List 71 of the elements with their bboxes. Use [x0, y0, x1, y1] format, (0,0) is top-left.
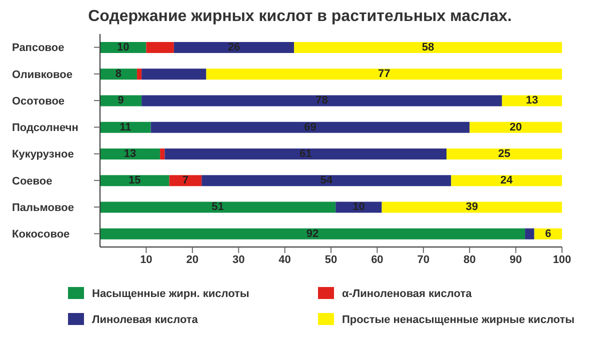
bar [470, 122, 562, 133]
bar [100, 68, 137, 80]
bar [382, 202, 562, 213]
x-tick-label: 60 [371, 254, 384, 266]
bar [100, 122, 151, 133]
data-label: 54 [320, 174, 334, 187]
bar [502, 95, 562, 106]
bar [202, 175, 452, 186]
x-tick-label: 50 [324, 254, 338, 266]
data-label: 78 [316, 94, 328, 107]
legend-label: Насыщенные жирн. кислоты [92, 288, 250, 300]
data-label: 20 [510, 121, 522, 134]
data-label: 13 [526, 94, 538, 107]
data-label: 25 [498, 148, 510, 160]
y-tick-label: Оливковое [12, 68, 72, 81]
data-label: 69 [304, 121, 316, 134]
bar [446, 148, 562, 160]
x-tick-label: 90 [510, 254, 522, 266]
bar [169, 175, 202, 186]
y-tick-label: Кукурузное [12, 148, 74, 161]
bar [100, 95, 142, 106]
bar [136, 68, 142, 80]
bar [525, 228, 534, 240]
data-label: 6 [545, 228, 552, 240]
y-tick-label: Осотовое [12, 95, 65, 108]
x-tick-label: 70 [417, 254, 430, 266]
y-tick-label: Подсолнечн [12, 122, 78, 134]
y-tick-label: Кокосовое [12, 228, 70, 241]
data-label: 7 [182, 174, 189, 187]
x-tick-label: 10 [140, 254, 152, 266]
data-label: 39 [466, 201, 478, 214]
x-tick-label: 80 [463, 254, 476, 266]
data-label: 24 [500, 174, 514, 187]
bar [100, 148, 160, 160]
data-label: 11 [120, 121, 132, 134]
data-label: 92 [306, 228, 319, 240]
bar [164, 148, 446, 160]
bar [206, 68, 562, 80]
bar [174, 42, 294, 53]
data-label: 61 [299, 148, 312, 160]
bar [142, 95, 502, 106]
bar [100, 228, 526, 240]
bar [100, 175, 170, 186]
x-tick-label: 30 [232, 254, 245, 266]
chart-title: Содержание жирных кислот в растительных маслах. [87, 8, 513, 27]
bar [150, 122, 470, 133]
x-tick-label: 40 [278, 254, 291, 266]
bar [100, 202, 336, 213]
data-label: 26 [228, 41, 240, 54]
data-label: 58 [422, 41, 434, 54]
data-label: 13 [124, 148, 136, 160]
legend-label: α-Линоленовая кислота [342, 288, 473, 300]
y-tick-label: Пальмовое [12, 202, 74, 214]
bar [451, 175, 562, 186]
bar [142, 68, 206, 80]
data-label: 51 [212, 201, 224, 214]
data-label: 8 [115, 68, 122, 80]
data-label: 10 [116, 41, 130, 54]
data-label: 10 [352, 201, 365, 214]
legend-label: Линолевая кислота [92, 314, 199, 326]
legend-label: Простые ненасыщенные жирные кислоты [342, 314, 575, 326]
x-tick-label: 20 [186, 254, 199, 266]
data-label: 77 [378, 68, 390, 80]
data-label: 15 [128, 174, 141, 187]
bar [146, 42, 174, 53]
y-tick-label: Соевое [12, 175, 52, 188]
bar [294, 42, 562, 53]
y-tick-label: Рапсовое [12, 42, 64, 54]
data-label: 9 [118, 94, 124, 107]
x-tick-label: 100 [552, 254, 572, 266]
bar [160, 148, 165, 160]
